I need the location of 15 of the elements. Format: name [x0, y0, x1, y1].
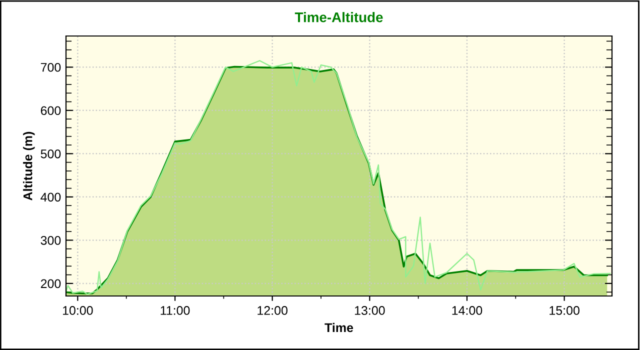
x-tick-label: 15:00 [550, 306, 580, 315]
chart-title: Time-Altitude [294, 12, 383, 22]
x-tick-label: 11:00 [160, 306, 190, 315]
x-tick-label: 14:00 [452, 306, 482, 315]
y-tick-label: 500 [40, 149, 61, 158]
x-tick-label: 10:00 [62, 306, 93, 315]
y-tick-label: 300 [40, 236, 61, 245]
y-tick-label: 200 [40, 279, 61, 288]
y-axis-title: Altitude (m) [23, 132, 35, 200]
x-tick-label: 12:00 [258, 306, 288, 315]
y-tick-label: 400 [40, 192, 61, 202]
y-tick-label: 700 [40, 62, 61, 72]
x-axis-title: Time [324, 322, 354, 332]
y-tick-label: 600 [40, 106, 61, 116]
x-tick-label: 13:00 [354, 306, 385, 315]
